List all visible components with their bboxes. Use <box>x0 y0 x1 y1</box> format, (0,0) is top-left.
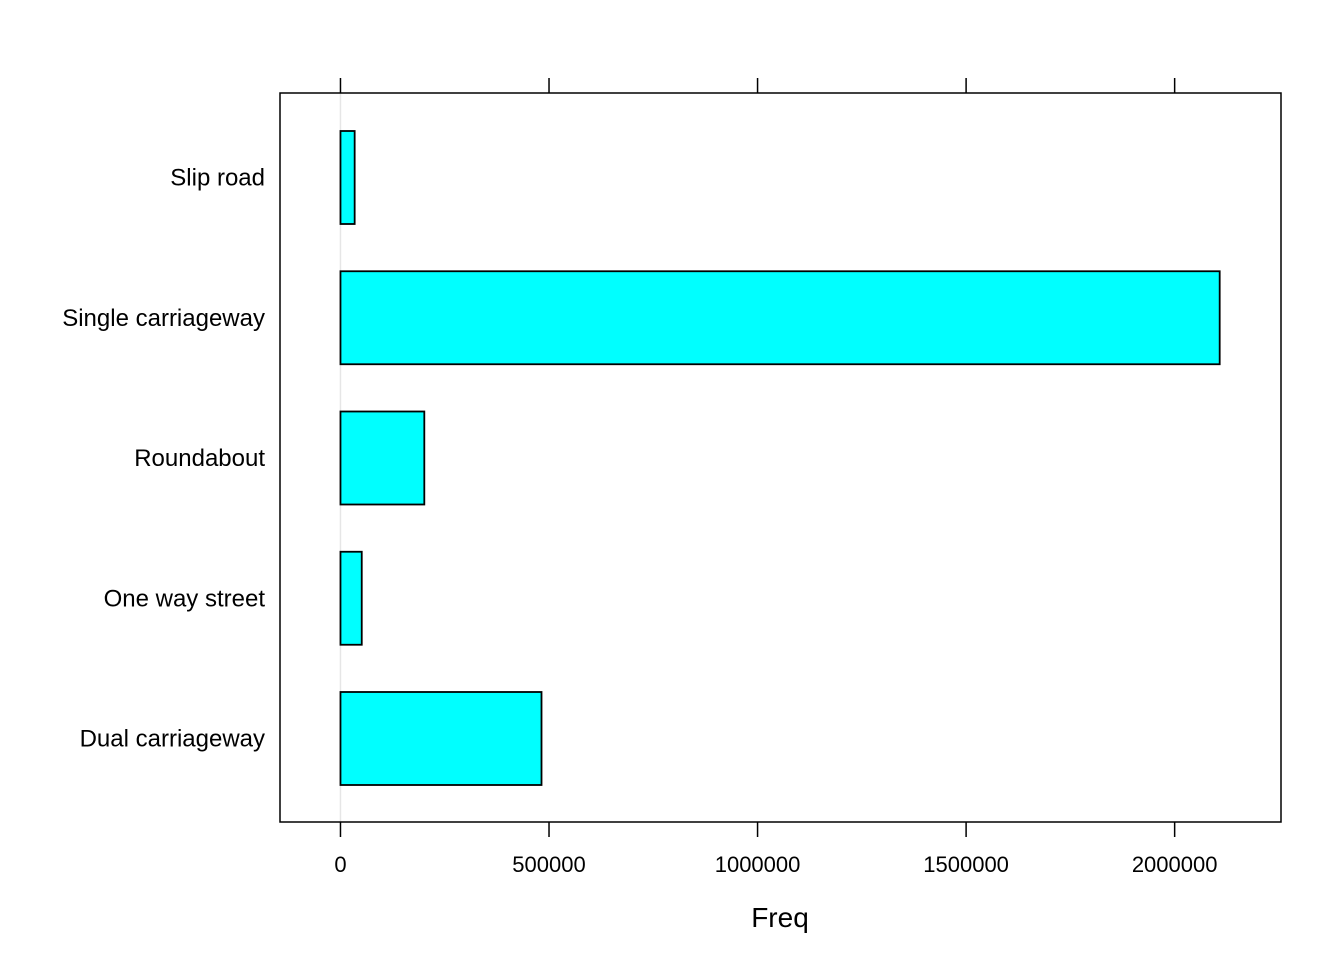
category-label: Slip road <box>170 165 265 192</box>
ticks-layer: 0 500000 1000000 1500000 2000000 <box>334 78 1217 877</box>
bar-roundabout <box>339 410 426 506</box>
category-labels-layer: Dual carriageway One way street Roundabout… <box>62 165 265 753</box>
category-label: Roundabout <box>134 445 265 472</box>
bar-one-way-street <box>339 550 363 646</box>
category-label: One way street <box>104 585 266 612</box>
x-tick-label: 2000000 <box>1132 852 1218 877</box>
bar-single-carriageway <box>339 270 1221 366</box>
x-tick-label: 1500000 <box>923 852 1009 877</box>
bars-layer <box>339 130 1221 786</box>
category-label: Single carriageway <box>62 305 265 332</box>
category-label: Dual carriageway <box>80 726 265 753</box>
x-axis-title: Freq <box>751 902 809 933</box>
bar-dual-carriageway <box>339 691 543 786</box>
bar-slip-road <box>339 130 356 225</box>
x-tick-label: 1000000 <box>715 852 801 877</box>
plot-frame <box>279 92 1282 823</box>
x-tick-label: 0 <box>334 852 346 877</box>
x-tick-label: 500000 <box>512 852 585 877</box>
